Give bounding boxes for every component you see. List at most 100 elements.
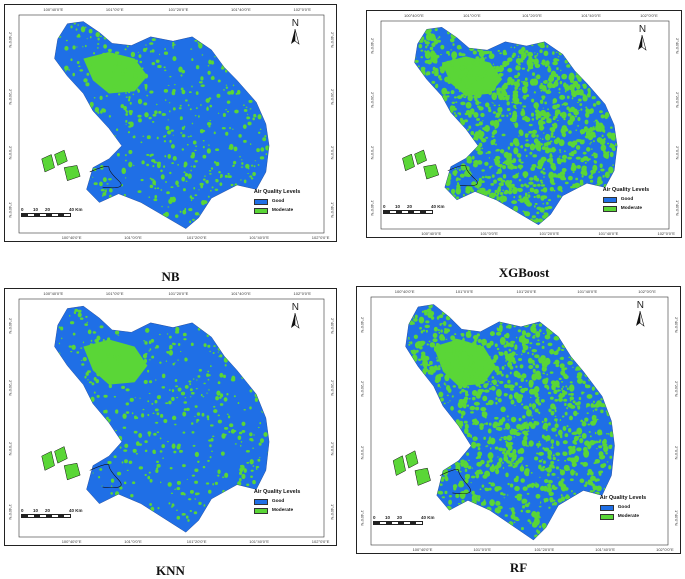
moderate-patch	[512, 114, 518, 118]
longitude-tick-bottom: 102°0'0"E	[311, 539, 330, 544]
moderate-patch	[151, 159, 156, 163]
legend-swatch	[253, 198, 268, 205]
latitude-tick-right: 2°0'0"N	[674, 445, 679, 460]
moderate-patch	[147, 413, 150, 417]
moderate-patch	[190, 165, 193, 167]
moderate-patch	[576, 447, 582, 452]
moderate-patch	[194, 492, 199, 496]
moderate-patch	[88, 356, 91, 359]
moderate-patch	[462, 193, 465, 197]
moderate-patch	[250, 469, 254, 472]
moderate-patch	[427, 364, 431, 367]
moderate-patch	[584, 417, 589, 422]
moderate-patch	[152, 180, 156, 186]
moderate-patch	[94, 74, 96, 76]
moderate-patch	[544, 101, 547, 105]
moderate-patch	[557, 56, 560, 58]
legend-item-moderate: Moderate	[253, 206, 300, 215]
moderate-patch	[189, 509, 193, 513]
moderate-patch	[528, 421, 533, 427]
moderate-patch	[117, 343, 120, 345]
moderate-patch	[612, 164, 614, 167]
moderate-patch	[215, 178, 218, 181]
moderate-patch	[459, 391, 462, 394]
moderate-patch	[198, 189, 200, 191]
moderate-patch	[128, 95, 131, 100]
moderate-patch	[117, 334, 120, 336]
moderate-patch	[544, 63, 548, 68]
island-2	[414, 149, 427, 165]
moderate-patch	[439, 373, 442, 375]
moderate-patch	[497, 177, 503, 182]
latitude-tick-left: 2°0'0"N	[8, 441, 13, 456]
moderate-patch	[169, 110, 171, 113]
moderate-patch	[515, 475, 519, 480]
north-arrow-icon	[291, 312, 300, 329]
moderate-patch	[223, 374, 226, 379]
moderate-patch	[432, 334, 436, 337]
moderate-patch	[127, 98, 131, 102]
moderate-patch	[529, 177, 534, 181]
moderate-patch	[482, 357, 487, 361]
moderate-patch	[481, 338, 488, 346]
moderate-patch	[189, 220, 192, 224]
moderate-patch	[114, 429, 117, 432]
moderate-patch	[160, 169, 163, 173]
moderate-patch	[99, 95, 103, 100]
moderate-patch	[558, 429, 563, 436]
moderate-patch	[541, 61, 546, 66]
moderate-patch	[487, 381, 490, 383]
moderate-patch	[154, 187, 157, 190]
moderate-patch	[221, 476, 225, 479]
moderate-patch	[439, 78, 443, 81]
moderate-patch	[121, 78, 126, 83]
moderate-patch	[192, 140, 197, 145]
moderate-patch	[470, 435, 473, 439]
moderate-patch	[521, 373, 527, 379]
moderate-patch	[444, 76, 450, 83]
moderate-patch	[558, 377, 562, 381]
moderate-patch	[479, 56, 485, 63]
moderate-patch	[491, 135, 495, 138]
moderate-patch	[241, 376, 244, 380]
moderate-patch	[546, 473, 550, 477]
moderate-patch	[462, 338, 465, 342]
moderate-patch	[445, 351, 447, 353]
moderate-patch	[159, 450, 163, 453]
latitude-tick-left: 2°20'0"N	[360, 381, 365, 397]
moderate-patch	[557, 194, 560, 198]
moderate-patch	[498, 163, 501, 167]
moderate-patch	[514, 404, 516, 407]
moderate-patch	[561, 103, 564, 106]
moderate-patch	[467, 385, 470, 389]
moderate-patch	[252, 117, 255, 121]
moderate-patch	[424, 50, 427, 53]
moderate-patch	[524, 50, 529, 54]
moderate-patch	[437, 383, 440, 387]
moderate-patch	[485, 422, 489, 425]
latitude-tick-left: 2°40'0"N	[360, 316, 365, 333]
moderate-patch	[540, 184, 546, 187]
moderate-patch	[575, 83, 581, 90]
moderate-patch	[581, 433, 587, 439]
longitude-tick-bottom: 101°0'0"E	[124, 539, 142, 544]
moderate-patch	[467, 465, 472, 470]
moderate-patch	[102, 177, 107, 183]
moderate-patch	[463, 92, 468, 96]
moderate-patch	[163, 51, 169, 55]
longitude-tick-top: 101°20'0"E	[168, 7, 189, 12]
moderate-patch	[103, 36, 107, 40]
moderate-patch	[481, 484, 485, 488]
moderate-patch	[494, 416, 499, 420]
moderate-patch	[488, 487, 492, 491]
moderate-patch	[556, 75, 561, 81]
moderate-patch	[524, 82, 529, 88]
moderate-patch	[465, 62, 469, 65]
moderate-patch	[194, 405, 198, 408]
moderate-patch	[161, 386, 166, 389]
moderate-patch	[458, 52, 462, 57]
north-label: N	[291, 18, 299, 29]
moderate-patch	[585, 108, 590, 114]
moderate-patch	[501, 89, 507, 95]
moderate-patch	[520, 388, 526, 394]
